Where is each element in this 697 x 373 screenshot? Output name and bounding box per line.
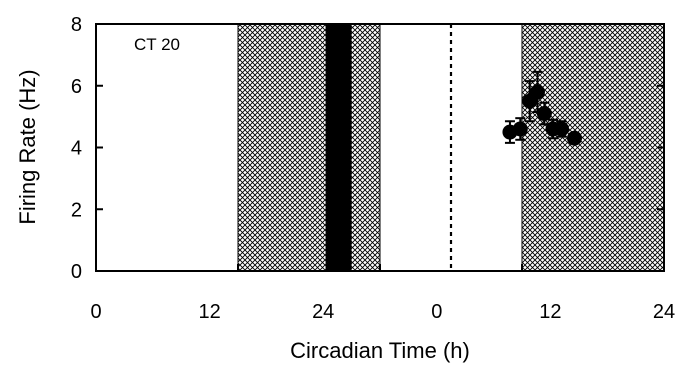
x-axis-ticks: 0 12 24 0 12 24 — [90, 264, 675, 323]
y-axis-ticks: 0 2 4 6 8 — [71, 14, 664, 283]
y-axis-label: Firing Rate (Hz) — [15, 69, 40, 224]
data-point — [554, 121, 570, 137]
shaded-periods — [237, 23, 665, 272]
x-tick-label: 24 — [312, 301, 334, 323]
solid-bar-layer — [325, 24, 352, 271]
shaded-period — [237, 23, 381, 272]
solid-bar — [325, 24, 352, 271]
data-point — [566, 130, 582, 146]
x-tick-label: 24 — [653, 301, 675, 323]
x-axis-label: Circadian Time (h) — [290, 338, 470, 363]
x-tick-label: 12 — [198, 301, 220, 323]
shaded-period — [521, 23, 665, 272]
data-points — [502, 70, 582, 146]
y-tick-label: 2 — [71, 199, 82, 221]
y-tick-label: 8 — [71, 14, 82, 36]
x-tick-label: 0 — [90, 301, 101, 323]
x-tick-label: 0 — [431, 301, 442, 323]
data-point — [512, 121, 528, 137]
y-tick-label: 0 — [71, 261, 82, 283]
dashed-lines — [449, 24, 453, 271]
x-tick-label: 12 — [539, 301, 561, 323]
y-tick-label: 4 — [71, 138, 82, 160]
y-tick-label: 6 — [71, 76, 82, 98]
data-point — [529, 84, 545, 100]
ct-annotation: CT 20 — [134, 35, 180, 54]
data-point — [536, 106, 552, 122]
